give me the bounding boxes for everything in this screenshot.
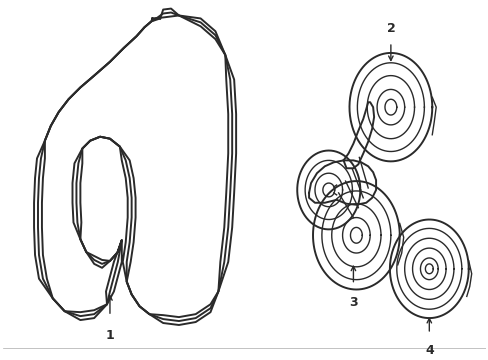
- Text: 3: 3: [348, 296, 357, 309]
- Text: 4: 4: [424, 344, 433, 357]
- Text: 1: 1: [105, 329, 114, 342]
- Text: 2: 2: [386, 22, 394, 35]
